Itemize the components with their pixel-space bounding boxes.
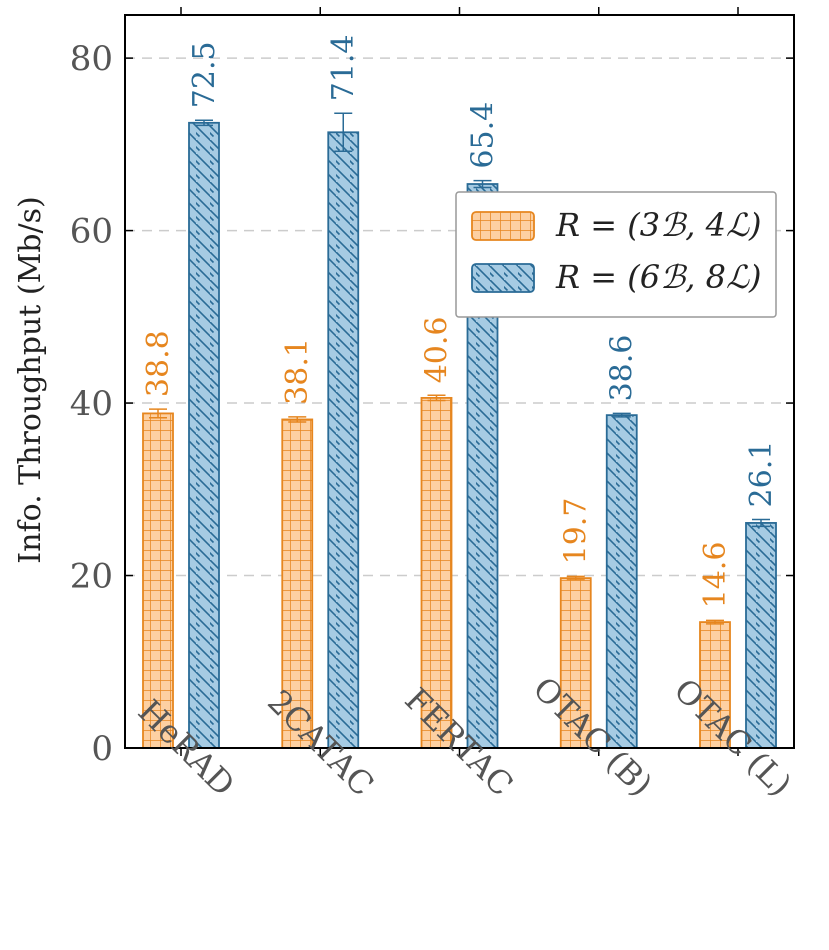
data-label: 14.6	[698, 542, 733, 609]
data-label: 65.4	[466, 102, 501, 169]
y-axis-label: Info. Throughput (Mb/s)	[13, 196, 48, 563]
legend-label: R = (3ℬ, 4ℒ)	[555, 206, 761, 244]
data-label: 26.1	[744, 441, 779, 508]
x-tick-label: FERTAC	[397, 680, 520, 803]
data-label: 40.6	[420, 317, 455, 384]
x-tick-label: 2CATAC	[260, 682, 381, 803]
x-tick-labels: HeRAD 2CATAC FERTAC OTAC (B) OTAC (L)	[131, 669, 800, 803]
gridlines	[125, 57, 794, 577]
data-label: 38.6	[605, 335, 640, 402]
legend-label: R = (6ℬ, 8ℒ)	[555, 258, 761, 296]
legend-swatch	[471, 263, 535, 293]
error-bars	[149, 112, 770, 625]
axis-ticks	[125, 7, 794, 756]
y-tick-label: 20	[70, 557, 113, 597]
data-label: 38.8	[141, 330, 176, 397]
y-tick-labels: 0 20 40 60 80	[70, 39, 113, 769]
value-labels: 38.8 72.5 38.1 71.4 40.6 65.4 19.7 38.6 14.6 26.1	[141, 35, 779, 609]
data-label: 38.1	[280, 338, 315, 405]
y-tick-label: 40	[70, 384, 113, 424]
bar	[559, 577, 592, 749]
legend: R = (3ℬ, 4ℒ) R = (6ℬ, 8ℒ)	[455, 191, 777, 318]
bar	[699, 621, 731, 749]
y-tick-label: 0	[91, 729, 113, 769]
bar	[327, 131, 360, 749]
x-tick-label: OTAC (L)	[666, 671, 799, 804]
y-tick-label: 80	[70, 39, 113, 79]
data-label: 72.5	[187, 41, 222, 108]
data-label: 19.7	[559, 498, 594, 565]
bar	[745, 522, 777, 749]
plot-frame	[124, 14, 795, 749]
legend-box	[455, 191, 777, 318]
data-label: 71.4	[326, 35, 361, 102]
y-tick-label: 60	[70, 212, 113, 252]
legend-swatch	[471, 211, 535, 241]
bar	[188, 121, 220, 749]
bar	[605, 414, 638, 749]
x-tick-label: OTAC (B)	[526, 669, 660, 803]
